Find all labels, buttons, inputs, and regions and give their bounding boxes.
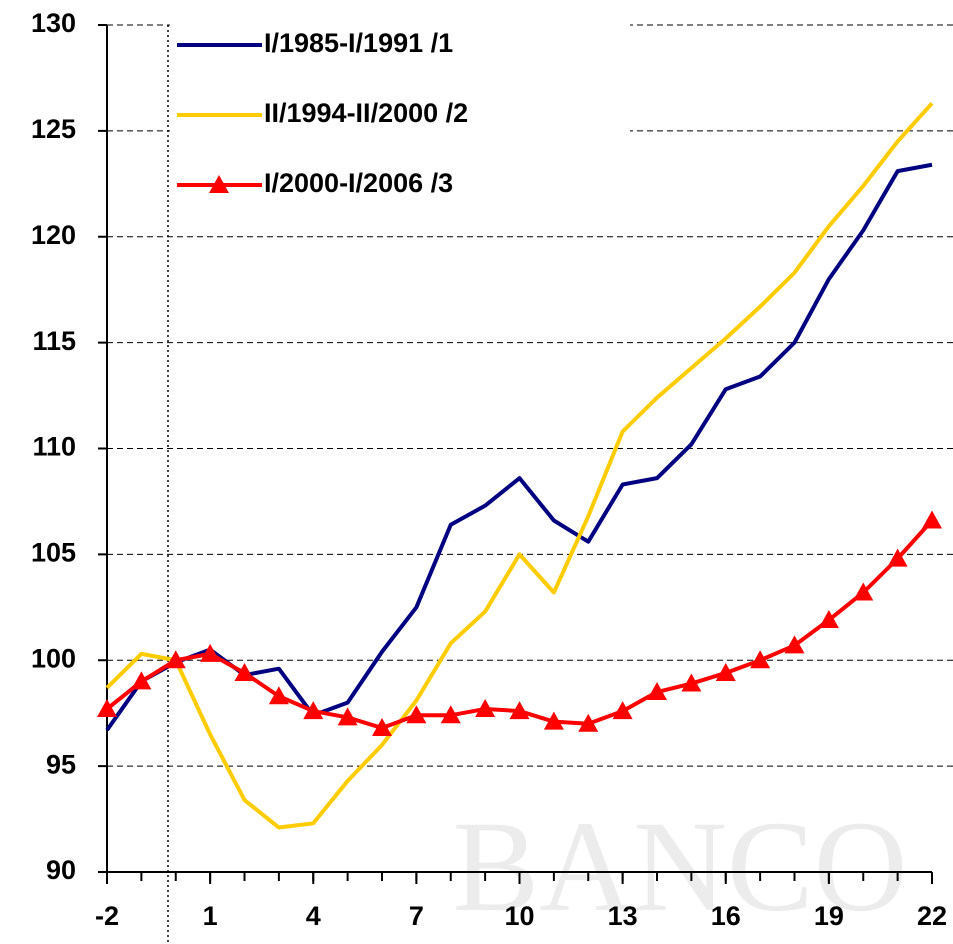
data-marker <box>543 711 564 730</box>
y-tick-label: 120 <box>31 220 76 250</box>
data-marker <box>647 682 667 701</box>
data-marker <box>475 698 496 717</box>
y-tick-label: 100 <box>31 643 76 673</box>
data-marker <box>887 548 908 567</box>
series-line <box>105 162 933 732</box>
data-marker <box>784 635 805 654</box>
data-marker <box>337 707 358 726</box>
series-line <box>105 102 934 830</box>
data-marker <box>234 662 255 681</box>
data-marker <box>853 582 874 601</box>
data-marker <box>131 671 152 690</box>
data-marker <box>612 701 633 720</box>
data-marker <box>406 705 427 724</box>
data-marker <box>372 718 392 737</box>
y-tick-label: 105 <box>31 538 76 568</box>
legend-label: I/2000-I/2006 /3 <box>264 168 453 198</box>
data-marker <box>303 701 324 720</box>
data-marker <box>200 643 221 662</box>
data-marker <box>715 662 736 681</box>
legend-marker <box>209 175 229 193</box>
x-tick-label: 4 <box>306 901 321 931</box>
y-tick-label: 125 <box>31 114 76 144</box>
x-tick-label: 1 <box>203 901 218 931</box>
legend-background <box>170 8 630 213</box>
y-tick-label: 130 <box>31 8 76 38</box>
data-marker <box>440 705 461 724</box>
data-marker <box>922 510 942 529</box>
x-tick-label: 10 <box>504 901 534 931</box>
series-line <box>105 519 934 731</box>
data-marker <box>97 698 117 717</box>
data-marker <box>165 650 186 669</box>
data-marker <box>578 713 599 732</box>
x-tick-label: -2 <box>95 901 119 931</box>
y-tick-label: 115 <box>32 326 76 356</box>
x-tick-label: 16 <box>711 901 741 931</box>
x-tick-label: 13 <box>608 901 638 931</box>
data-marker <box>681 673 702 692</box>
data-marker <box>818 610 839 629</box>
data-marker <box>509 701 530 720</box>
data-marker <box>750 650 771 669</box>
y-tick-label: 90 <box>46 855 76 885</box>
legend-label: II/1994-II/2000 /2 <box>264 98 468 128</box>
watermark: BANCO <box>452 795 907 939</box>
data-marker <box>268 686 289 705</box>
x-tick-label: 7 <box>409 901 424 931</box>
y-tick-label: 110 <box>32 432 76 462</box>
x-tick-label: 22 <box>917 901 947 931</box>
y-tick-label: 95 <box>46 749 76 779</box>
legend-label: I/1985-I/1991 /1 <box>264 28 453 58</box>
x-tick-label: 19 <box>814 901 844 931</box>
